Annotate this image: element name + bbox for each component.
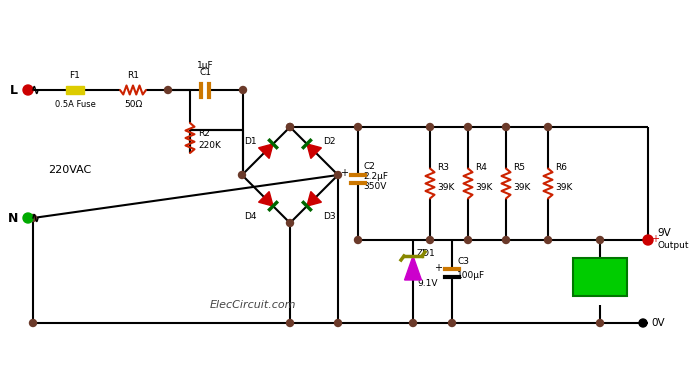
Text: R1: R1	[127, 71, 139, 80]
Circle shape	[643, 235, 653, 245]
Circle shape	[645, 236, 652, 243]
Text: R2: R2	[198, 129, 210, 137]
Circle shape	[335, 320, 342, 326]
Circle shape	[503, 124, 510, 131]
Circle shape	[545, 124, 552, 131]
Circle shape	[639, 319, 647, 327]
Circle shape	[545, 236, 552, 243]
Text: 39K: 39K	[513, 183, 531, 192]
Polygon shape	[307, 144, 321, 158]
Text: F1: F1	[69, 71, 80, 80]
Text: R4: R4	[475, 163, 487, 172]
Text: +: +	[340, 169, 348, 179]
Text: C3: C3	[457, 256, 469, 266]
Text: D1: D1	[244, 137, 257, 146]
Circle shape	[596, 236, 603, 243]
Text: 50Ω: 50Ω	[124, 100, 142, 109]
Text: D3: D3	[323, 212, 336, 221]
Circle shape	[239, 171, 246, 179]
Circle shape	[354, 236, 361, 243]
Text: R6: R6	[555, 163, 567, 172]
Text: +: +	[434, 263, 442, 273]
Circle shape	[410, 320, 416, 326]
Circle shape	[465, 124, 472, 131]
Circle shape	[286, 320, 293, 326]
Bar	[573, 258, 627, 296]
Text: 220VAC: 220VAC	[48, 165, 91, 175]
Text: 39K: 39K	[437, 183, 454, 192]
Text: 9V: 9V	[657, 228, 671, 238]
Polygon shape	[258, 192, 273, 206]
Polygon shape	[307, 192, 321, 206]
Circle shape	[23, 213, 33, 223]
Bar	[66, 86, 84, 94]
Circle shape	[286, 124, 293, 131]
Text: ElecCircuit.com: ElecCircuit.com	[210, 300, 297, 310]
Circle shape	[23, 85, 33, 95]
Text: Load: Load	[583, 271, 617, 283]
Polygon shape	[405, 256, 421, 280]
Text: 0V: 0V	[651, 318, 664, 328]
Circle shape	[164, 87, 172, 94]
Text: ZD1: ZD1	[417, 249, 435, 258]
Circle shape	[426, 236, 433, 243]
Text: 39K: 39K	[555, 183, 573, 192]
Text: +: +	[651, 234, 659, 244]
Circle shape	[239, 87, 246, 94]
Circle shape	[503, 236, 510, 243]
Text: 220K: 220K	[198, 142, 221, 151]
Text: C1: C1	[199, 68, 211, 77]
Circle shape	[354, 124, 361, 131]
Circle shape	[335, 171, 342, 179]
Text: 0.5A Fuse: 0.5A Fuse	[55, 100, 95, 109]
Circle shape	[286, 124, 293, 131]
Circle shape	[286, 219, 293, 226]
Text: 350V: 350V	[363, 182, 386, 191]
Text: 9.1V: 9.1V	[417, 280, 438, 288]
Text: 39K: 39K	[475, 183, 492, 192]
Text: 100μF: 100μF	[457, 271, 485, 280]
Text: Output: Output	[657, 241, 689, 249]
Circle shape	[29, 320, 36, 326]
Text: L: L	[10, 84, 18, 97]
Text: D2: D2	[323, 137, 336, 146]
Text: D4: D4	[244, 212, 256, 221]
Circle shape	[426, 124, 433, 131]
Text: 2.2μF: 2.2μF	[363, 172, 388, 181]
Text: R3: R3	[437, 163, 449, 172]
Text: 1μF: 1μF	[197, 61, 214, 70]
Polygon shape	[258, 144, 273, 158]
Text: C2: C2	[363, 162, 375, 171]
Circle shape	[29, 214, 36, 221]
Text: N: N	[8, 211, 18, 224]
Circle shape	[596, 320, 603, 326]
Circle shape	[465, 236, 472, 243]
Circle shape	[449, 320, 456, 326]
Text: R5: R5	[513, 163, 525, 172]
